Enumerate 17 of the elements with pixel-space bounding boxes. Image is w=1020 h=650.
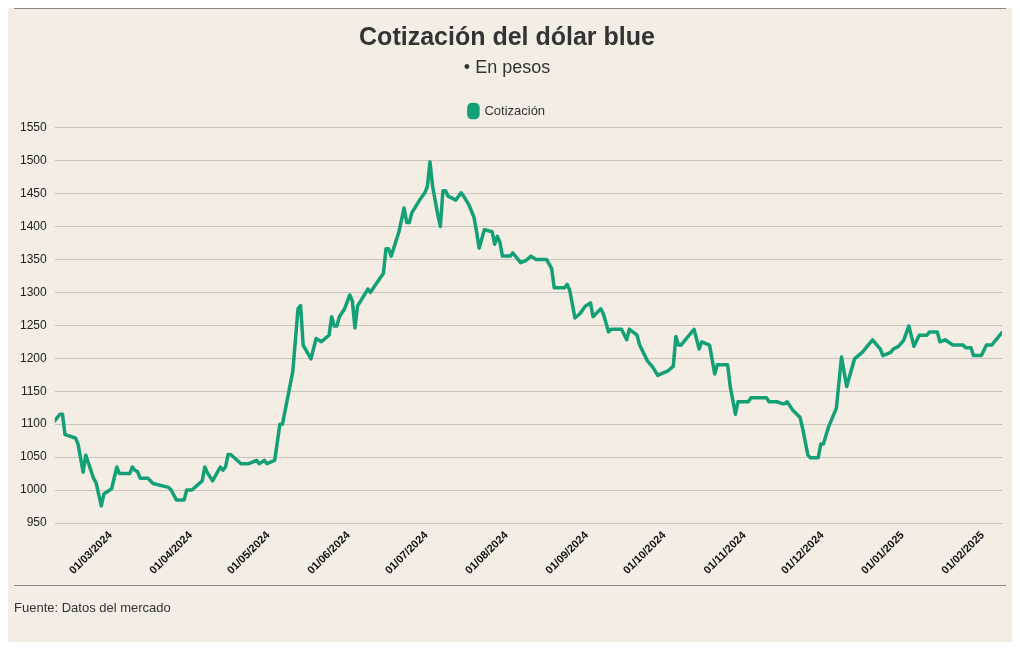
- y-tick-label: 1500: [19, 152, 48, 167]
- y-tick-label: 1550: [19, 119, 48, 134]
- y-tick-label: 1100: [20, 416, 48, 431]
- y-tick-label: 1200: [19, 350, 48, 365]
- y-tick-label: 1350: [19, 251, 48, 266]
- source-note: Fuente: Datos del mercado: [13, 599, 172, 615]
- chart-title: Cotización del dólar blue: [359, 21, 656, 50]
- y-tick-label: 1250: [19, 317, 48, 332]
- y-tick-label: 1450: [19, 185, 48, 200]
- y-tick-label: 950: [26, 515, 48, 530]
- y-tick-label: 1050: [19, 449, 48, 464]
- y-tick-label: 1400: [19, 218, 48, 233]
- y-tick-label: 1150: [20, 383, 48, 398]
- y-tick-label: 1000: [19, 482, 48, 497]
- y-tick-label: 1300: [19, 284, 48, 299]
- legend-label: Cotización: [484, 102, 546, 118]
- chart-subtitle: • En pesos: [463, 56, 551, 77]
